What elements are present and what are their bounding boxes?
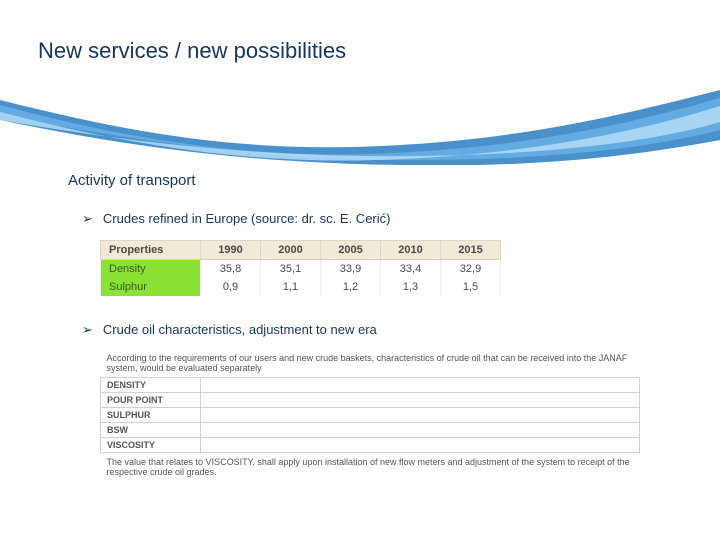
bullet-arrow-icon: ➢ — [82, 322, 93, 339]
bullet-item: ➢ Crudes refined in Europe (source: dr. … — [82, 211, 658, 228]
cell: 1,2 — [321, 278, 381, 296]
char-label: POUR POINT — [101, 392, 201, 407]
footer-text: The value that relates to VISCOSITY, sha… — [101, 452, 640, 479]
col-header-properties: Properties — [101, 240, 201, 259]
table-row: POUR POINT — [101, 392, 640, 407]
table-row: SULPHUR — [101, 407, 640, 422]
slide-content: Activity of transport ➢ Crudes refined i… — [68, 172, 658, 479]
table-row: Sulphur 0,9 1,1 1,2 1,3 1,5 — [101, 278, 501, 296]
table-row: DENSITY — [101, 377, 640, 392]
header-band — [0, 0, 720, 160]
bullet-text-2: Crude oil characteristics, adjustment to… — [103, 322, 377, 337]
slide-title: New services / new possibilities — [38, 38, 346, 64]
cell: 33,4 — [381, 259, 441, 278]
char-value — [201, 377, 640, 392]
char-value — [201, 392, 640, 407]
cell: 33,9 — [321, 259, 381, 278]
characteristics-table: According to the requirements of our use… — [100, 351, 640, 479]
table-footer-row: The value that relates to VISCOSITY, sha… — [101, 452, 640, 479]
row-label-sulphur: Sulphur — [101, 278, 201, 296]
cell: 35,1 — [261, 259, 321, 278]
col-header-1990: 1990 — [201, 240, 261, 259]
row-label-density: Density — [101, 259, 201, 278]
cell: 0,9 — [201, 278, 261, 296]
table-header-row: Properties 1990 2000 2005 2010 2015 — [101, 240, 501, 259]
char-label: BSW — [101, 422, 201, 437]
crudes-refined-table: Properties 1990 2000 2005 2010 2015 Dens… — [100, 240, 501, 296]
col-header-2005: 2005 — [321, 240, 381, 259]
bullet-text-1: Crudes refined in Europe (source: dr. sc… — [103, 211, 391, 226]
char-value — [201, 407, 640, 422]
intro-text: According to the requirements of our use… — [101, 351, 640, 378]
table-row: BSW — [101, 422, 640, 437]
col-header-2010: 2010 — [381, 240, 441, 259]
subtitle: Activity of transport — [68, 172, 658, 189]
char-value — [201, 437, 640, 452]
cell: 1,3 — [381, 278, 441, 296]
cell: 35,8 — [201, 259, 261, 278]
cell: 32,9 — [441, 259, 501, 278]
char-label: VISCOSITY — [101, 437, 201, 452]
table-intro-row: According to the requirements of our use… — [101, 351, 640, 378]
col-header-2000: 2000 — [261, 240, 321, 259]
char-value — [201, 422, 640, 437]
wave-decoration — [0, 0, 720, 165]
cell: 1,5 — [441, 278, 501, 296]
char-label: SULPHUR — [101, 407, 201, 422]
char-label: DENSITY — [101, 377, 201, 392]
bullet-arrow-icon: ➢ — [82, 211, 93, 228]
bullet-item: ➢ Crude oil characteristics, adjustment … — [82, 322, 658, 339]
table-row: VISCOSITY — [101, 437, 640, 452]
table-row: Density 35,8 35,1 33,9 33,4 32,9 — [101, 259, 501, 278]
cell: 1,1 — [261, 278, 321, 296]
col-header-2015: 2015 — [441, 240, 501, 259]
